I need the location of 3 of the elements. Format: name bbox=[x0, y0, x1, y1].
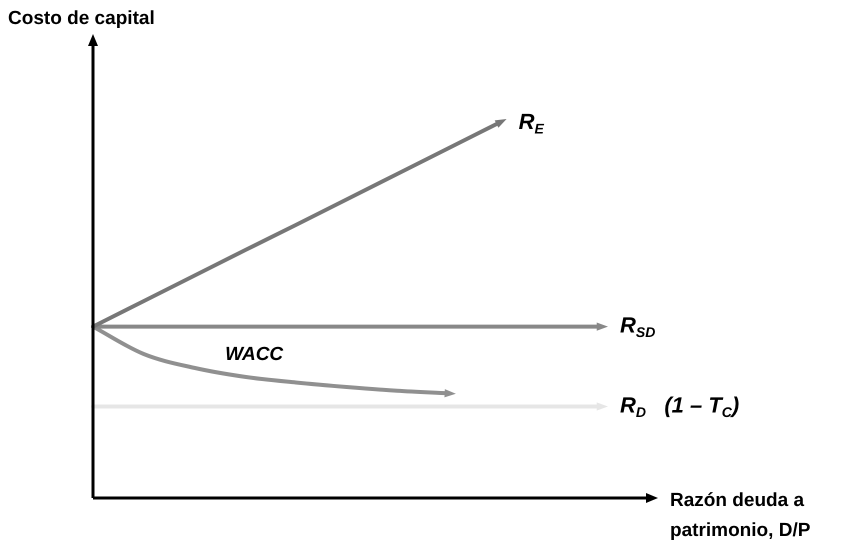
y-axis-title: Costo de capital bbox=[8, 8, 155, 30]
series-label: WACC bbox=[225, 344, 284, 366]
x-axis-title: Razón deuda a patrimonio, D/P bbox=[670, 489, 812, 542]
